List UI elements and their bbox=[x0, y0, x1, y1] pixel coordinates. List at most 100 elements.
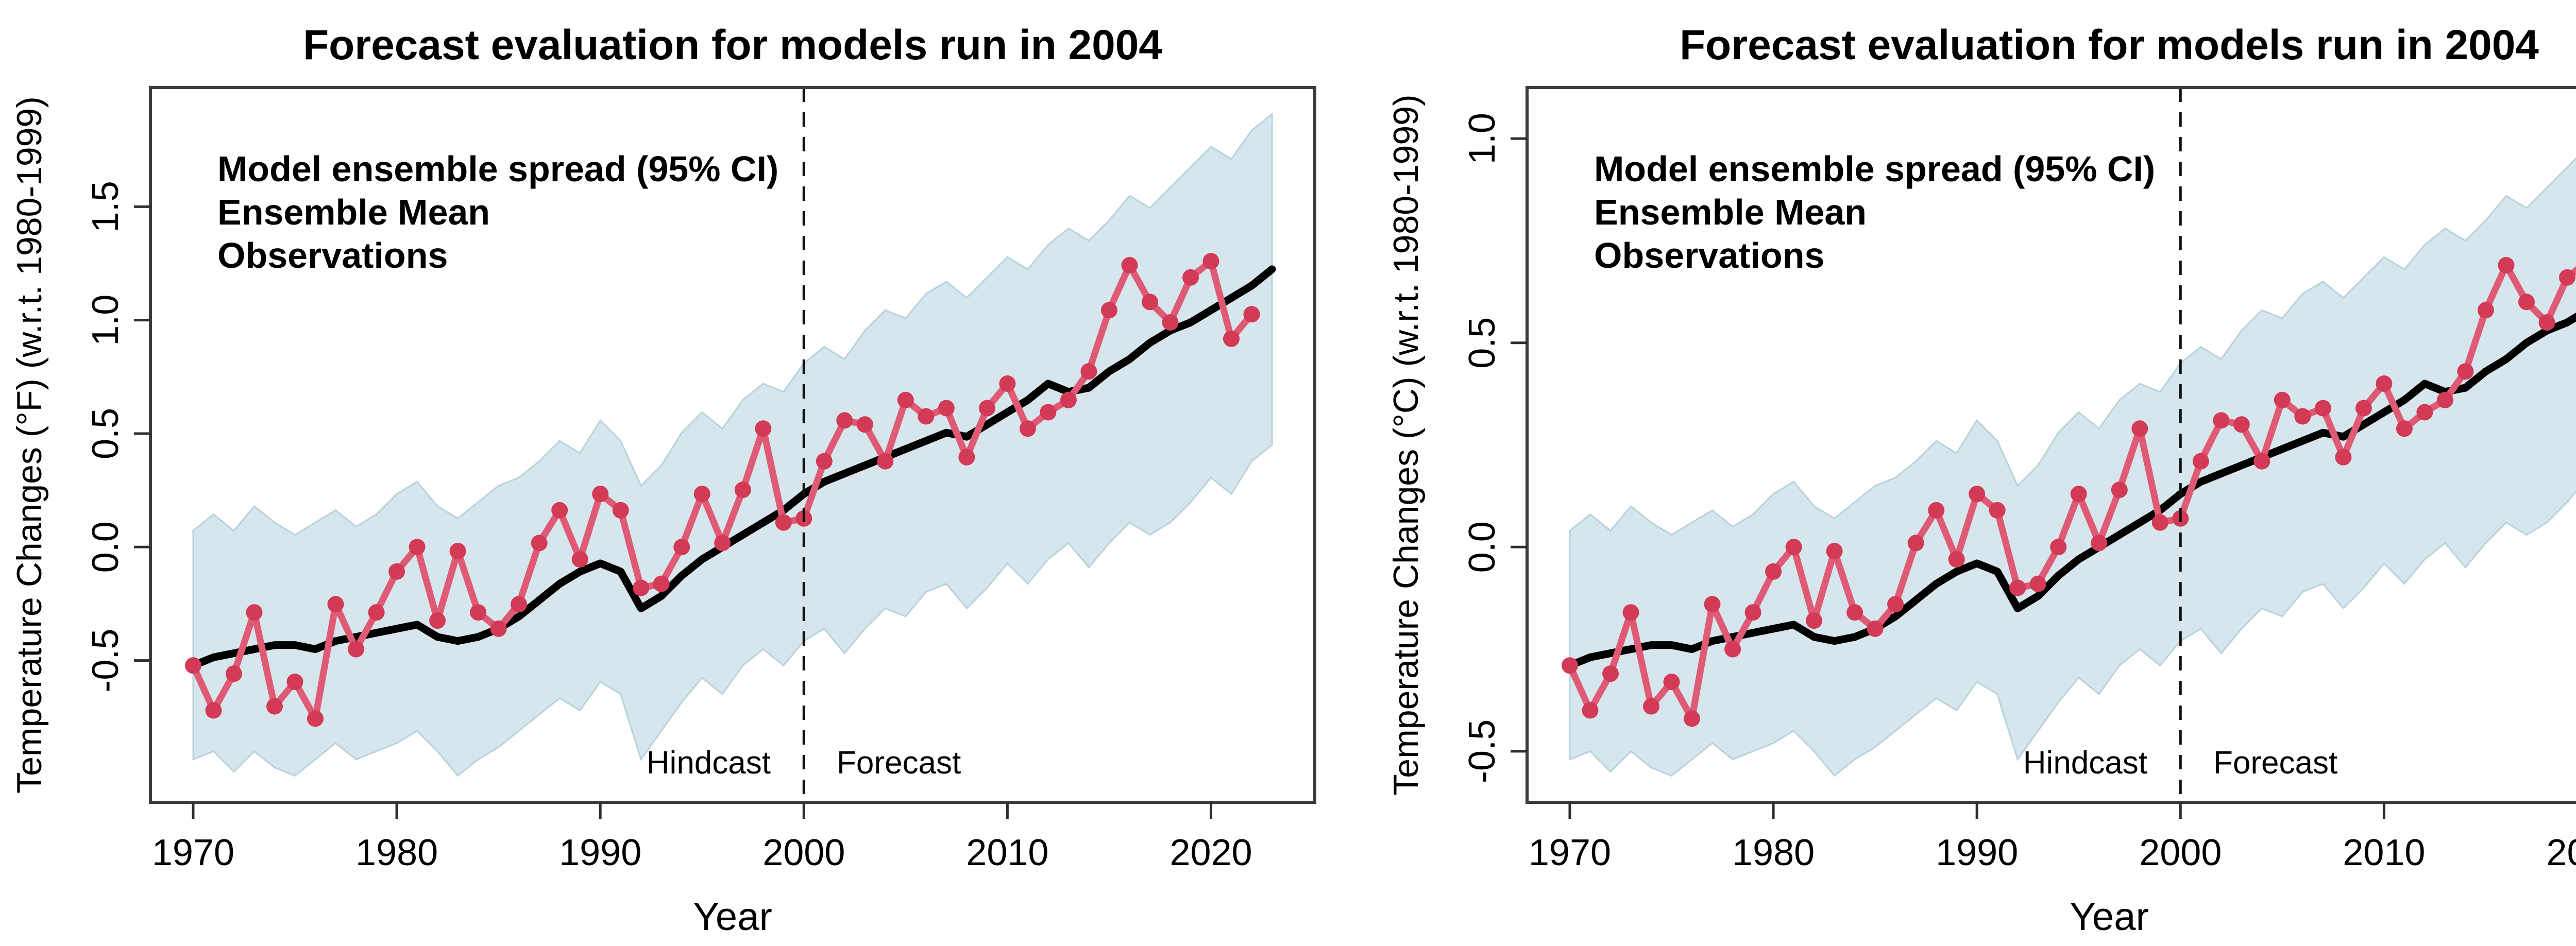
observation-point bbox=[856, 416, 873, 433]
observation-point bbox=[1969, 486, 1986, 503]
observation-point bbox=[714, 535, 731, 552]
observation-point bbox=[1826, 543, 1843, 560]
observation-point bbox=[1643, 698, 1659, 715]
hindcast-annotation: Hindcast bbox=[647, 745, 771, 781]
ensemble-mean-line bbox=[1566, 313, 2576, 669]
observation-point bbox=[2029, 575, 2046, 592]
observation-point bbox=[429, 612, 446, 629]
x-axis-label: Year bbox=[693, 895, 772, 939]
observation-point bbox=[2294, 408, 2311, 425]
observation-point bbox=[1019, 420, 1036, 437]
legend: Model ensemble spread (95% CI) Ensemble … bbox=[1594, 149, 2155, 276]
legend-observations-label: Observations bbox=[1594, 235, 1824, 276]
chart-panel-fahrenheit: Forecast evaluation for models run in 20… bbox=[10, 22, 1316, 939]
ensemble-mean-line bbox=[189, 265, 1276, 669]
observation-point bbox=[999, 375, 1016, 392]
x-tick-label: 2000 bbox=[762, 832, 845, 873]
observation-point bbox=[1867, 620, 1884, 637]
y-tick-label: 1.0 bbox=[85, 295, 126, 346]
observation-point bbox=[1622, 604, 1639, 621]
observation-point bbox=[1663, 674, 1680, 690]
observation-point bbox=[286, 674, 303, 690]
observation-point bbox=[1142, 294, 1158, 311]
observation-point bbox=[653, 575, 670, 592]
observation-point bbox=[470, 604, 487, 621]
legend-observations-label: Observations bbox=[217, 235, 448, 276]
observation-point bbox=[185, 657, 201, 674]
observation-point bbox=[1724, 641, 1741, 658]
observation-point bbox=[1846, 604, 1863, 621]
observation-point bbox=[633, 579, 650, 596]
observation-point bbox=[2518, 294, 2535, 311]
observation-point bbox=[531, 535, 548, 552]
observation-point bbox=[958, 449, 975, 466]
observation-point bbox=[2253, 453, 2270, 470]
observation-point bbox=[2477, 302, 2494, 319]
observation-point bbox=[1704, 596, 1721, 613]
observation-point bbox=[2233, 416, 2250, 433]
chart-svg-fahrenheit: Forecast evaluation for models run in 20… bbox=[10, 22, 1316, 939]
observation-point bbox=[551, 502, 568, 519]
observation-point bbox=[1243, 306, 1260, 323]
observation-point bbox=[449, 543, 466, 560]
observation-point bbox=[1121, 257, 1138, 273]
x-axis-label: Year bbox=[2070, 895, 2149, 939]
observation-point bbox=[1806, 612, 1823, 629]
observation-point bbox=[1907, 535, 1924, 552]
y-tick-label: 1.0 bbox=[1462, 113, 1503, 164]
observation-point bbox=[612, 502, 629, 519]
observation-point bbox=[368, 604, 385, 621]
observation-point bbox=[2009, 579, 2026, 596]
observation-point bbox=[1582, 702, 1599, 719]
x-tick-label: 1990 bbox=[559, 832, 641, 873]
observation-point bbox=[693, 486, 710, 503]
observation-point bbox=[2335, 449, 2352, 466]
observation-point bbox=[2192, 453, 2209, 470]
y-tick-label: 0.5 bbox=[85, 408, 126, 459]
observation-point bbox=[2376, 375, 2393, 392]
observation-point bbox=[938, 400, 955, 417]
hindcast-annotation: Hindcast bbox=[2023, 745, 2147, 781]
observation-point bbox=[511, 596, 528, 613]
legend-spread-label: Model ensemble spread (95% CI) bbox=[217, 149, 778, 189]
legend-spread-label: Model ensemble spread (95% CI) bbox=[1594, 149, 2155, 189]
x-tick-label: 2010 bbox=[2343, 832, 2425, 873]
observation-point bbox=[877, 453, 894, 470]
x-tick-label: 2000 bbox=[2139, 832, 2222, 873]
observation-point bbox=[2314, 400, 2331, 417]
observation-point bbox=[571, 551, 588, 568]
y-tick-label: -0.5 bbox=[85, 629, 126, 693]
observation-point bbox=[2151, 514, 2168, 531]
y-tick-label: 0.5 bbox=[1462, 317, 1503, 369]
observation-point bbox=[2355, 400, 2372, 417]
y-tick-label: 0.0 bbox=[1462, 521, 1503, 573]
observation-point bbox=[1744, 604, 1761, 621]
model-ensemble-spread-band bbox=[192, 112, 1273, 777]
observation-point bbox=[1989, 502, 2006, 519]
x-tick-label: 2020 bbox=[2546, 832, 2576, 873]
observation-point bbox=[2559, 269, 2575, 286]
observation-point bbox=[2457, 363, 2474, 380]
observation-point bbox=[2538, 314, 2555, 331]
observation-point bbox=[1100, 302, 1117, 319]
observation-point bbox=[1602, 665, 1619, 682]
observation-point bbox=[1080, 363, 1097, 380]
x-tick-label: 1970 bbox=[152, 832, 234, 873]
x-tick-label: 1990 bbox=[1936, 832, 2018, 873]
observation-point bbox=[1765, 563, 1782, 580]
observation-point bbox=[918, 408, 935, 425]
chart-title: Forecast evaluation for models run in 20… bbox=[303, 22, 1162, 68]
observation-point bbox=[348, 641, 365, 658]
y-axis-label: Temperature Changes (°F) (w.r.t. 1980-19… bbox=[10, 96, 49, 794]
y-tick-label: -0.5 bbox=[1462, 719, 1503, 783]
plot-box bbox=[1526, 86, 2576, 804]
forecast-annotation: Forecast bbox=[837, 745, 961, 781]
observation-point bbox=[775, 514, 792, 531]
x-tick-label: 1980 bbox=[1732, 832, 1815, 873]
observation-point bbox=[246, 604, 263, 621]
y-axis-label: Temperature Changes (°C) (w.r.t. 1980-19… bbox=[1386, 94, 1426, 795]
observation-point bbox=[2091, 535, 2108, 552]
plot-area: -0.5 0.0 0.5 1.0 1.5 1970 1980 1990 2000 2010 2020 bbox=[85, 86, 1316, 873]
observation-point bbox=[897, 391, 914, 408]
observation-point bbox=[755, 420, 772, 437]
